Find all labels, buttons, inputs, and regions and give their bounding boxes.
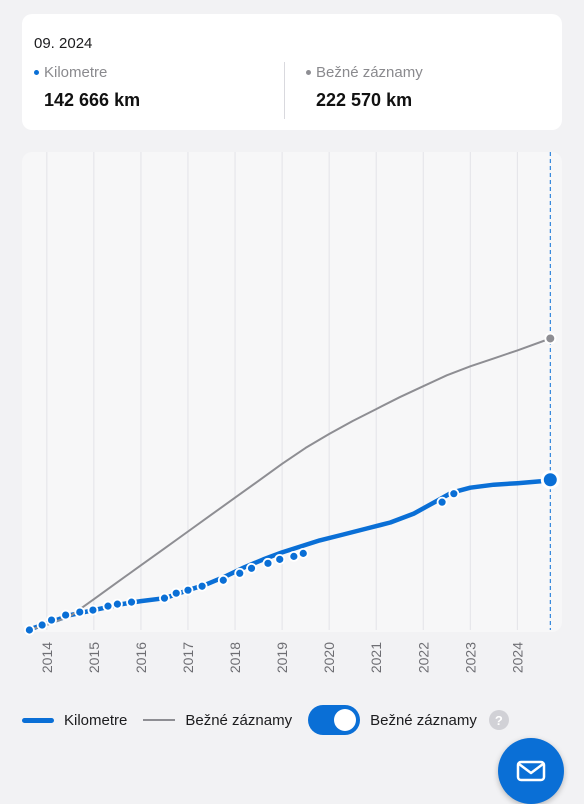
kilometre-data-point: [74, 606, 86, 618]
regular-records-legend-swatch: [143, 719, 176, 721]
kilometre-stat: Kilometre 142 666 km: [34, 64, 140, 111]
x-tick-label-2021: 2021: [368, 642, 384, 673]
x-tick-label-2023: 2023: [462, 642, 478, 673]
help-icon[interactable]: ?: [488, 710, 509, 730]
kilometre-data-point: [60, 609, 72, 621]
kilometre-data-point: [288, 550, 300, 562]
x-tick-label-2019: 2019: [274, 642, 290, 673]
kilometre-data-point: [159, 592, 170, 604]
kilometre-data-point: [102, 600, 114, 612]
toggle-label: Bežné záznamy: [370, 711, 477, 729]
blue-dot-icon: [34, 70, 39, 75]
kilometre-data-point: [182, 584, 194, 596]
kilometre-current-point: [540, 470, 560, 490]
x-tick-label-2020: 2020: [321, 642, 337, 673]
mileage-chart[interactable]: 2014 2015 2016 2017 2018 2019 2020 2021 2022 2023…: [22, 152, 562, 692]
mail-button[interactable]: [498, 738, 564, 804]
kilometre-data-point: [36, 619, 48, 631]
x-tick-label-2016: 2016: [133, 642, 149, 673]
x-tick-label-2017: 2017: [180, 642, 196, 673]
gray-dot-icon: [306, 70, 311, 75]
kilometre-data-point: [246, 562, 257, 574]
kilometre-data-point: [46, 614, 57, 626]
kilometre-legend-swatch: [22, 717, 54, 723]
regular-records-current-point: [544, 332, 557, 345]
legend: Kilometre Bežné záznamy Bežné záznamy ?: [22, 704, 562, 736]
regular-records-toggle[interactable]: [308, 705, 361, 735]
mail-icon: [516, 760, 546, 782]
kilometre-data-point: [170, 587, 182, 599]
summary-card: 09. 2024 Kilometre 142 666 km Bežné zázn…: [22, 14, 562, 130]
regular-records-value: 222 570 km: [316, 90, 413, 110]
stat-divider: [284, 62, 285, 119]
x-tick-label-2015: 2015: [86, 642, 102, 673]
x-tick-label-2018: 2018: [227, 642, 243, 673]
chart-card[interactable]: 2014 2015 2016 2017 2018 2019 2020 2021 2022 2023…: [22, 152, 562, 673]
kilometre-data-point: [274, 553, 286, 565]
regular-records-label-text: Bežné záznamy: [316, 64, 423, 81]
kilometre-data-point: [87, 604, 99, 616]
kilometre-data-point: [112, 598, 123, 610]
period-label: 09. 2024: [34, 35, 93, 52]
x-tick-label-2024: 2024: [509, 642, 525, 673]
kilometre-data-point: [24, 624, 35, 636]
kilometre-data-point: [436, 496, 448, 508]
kilometre-data-point: [297, 547, 309, 559]
regular-records-stat: Bežné záznamy 222 570 km: [306, 64, 423, 111]
kilometre-data-point: [126, 596, 137, 608]
kilometre-stat-label: Kilometre: [34, 64, 140, 81]
kilometre-data-point: [217, 574, 229, 586]
kilometre-value: 142 666 km: [44, 90, 141, 110]
kilometre-data-point: [234, 567, 246, 579]
regular-records-line: [27, 337, 552, 631]
kilometre-label-text: Kilometre: [44, 64, 108, 81]
x-tick-label-2022: 2022: [415, 642, 431, 673]
regular-records-legend-label: Bežné záznamy: [185, 711, 293, 729]
kilometre-data-point: [262, 557, 274, 569]
kilometre-legend-label: Kilometre: [64, 711, 128, 729]
regular-records-stat-label: Bežné záznamy: [306, 64, 423, 81]
kilometre-data-point: [196, 580, 208, 592]
x-tick-label-2014: 2014: [39, 642, 55, 673]
toggle-knob: [334, 709, 357, 731]
kilometre-data-point: [448, 488, 460, 500]
